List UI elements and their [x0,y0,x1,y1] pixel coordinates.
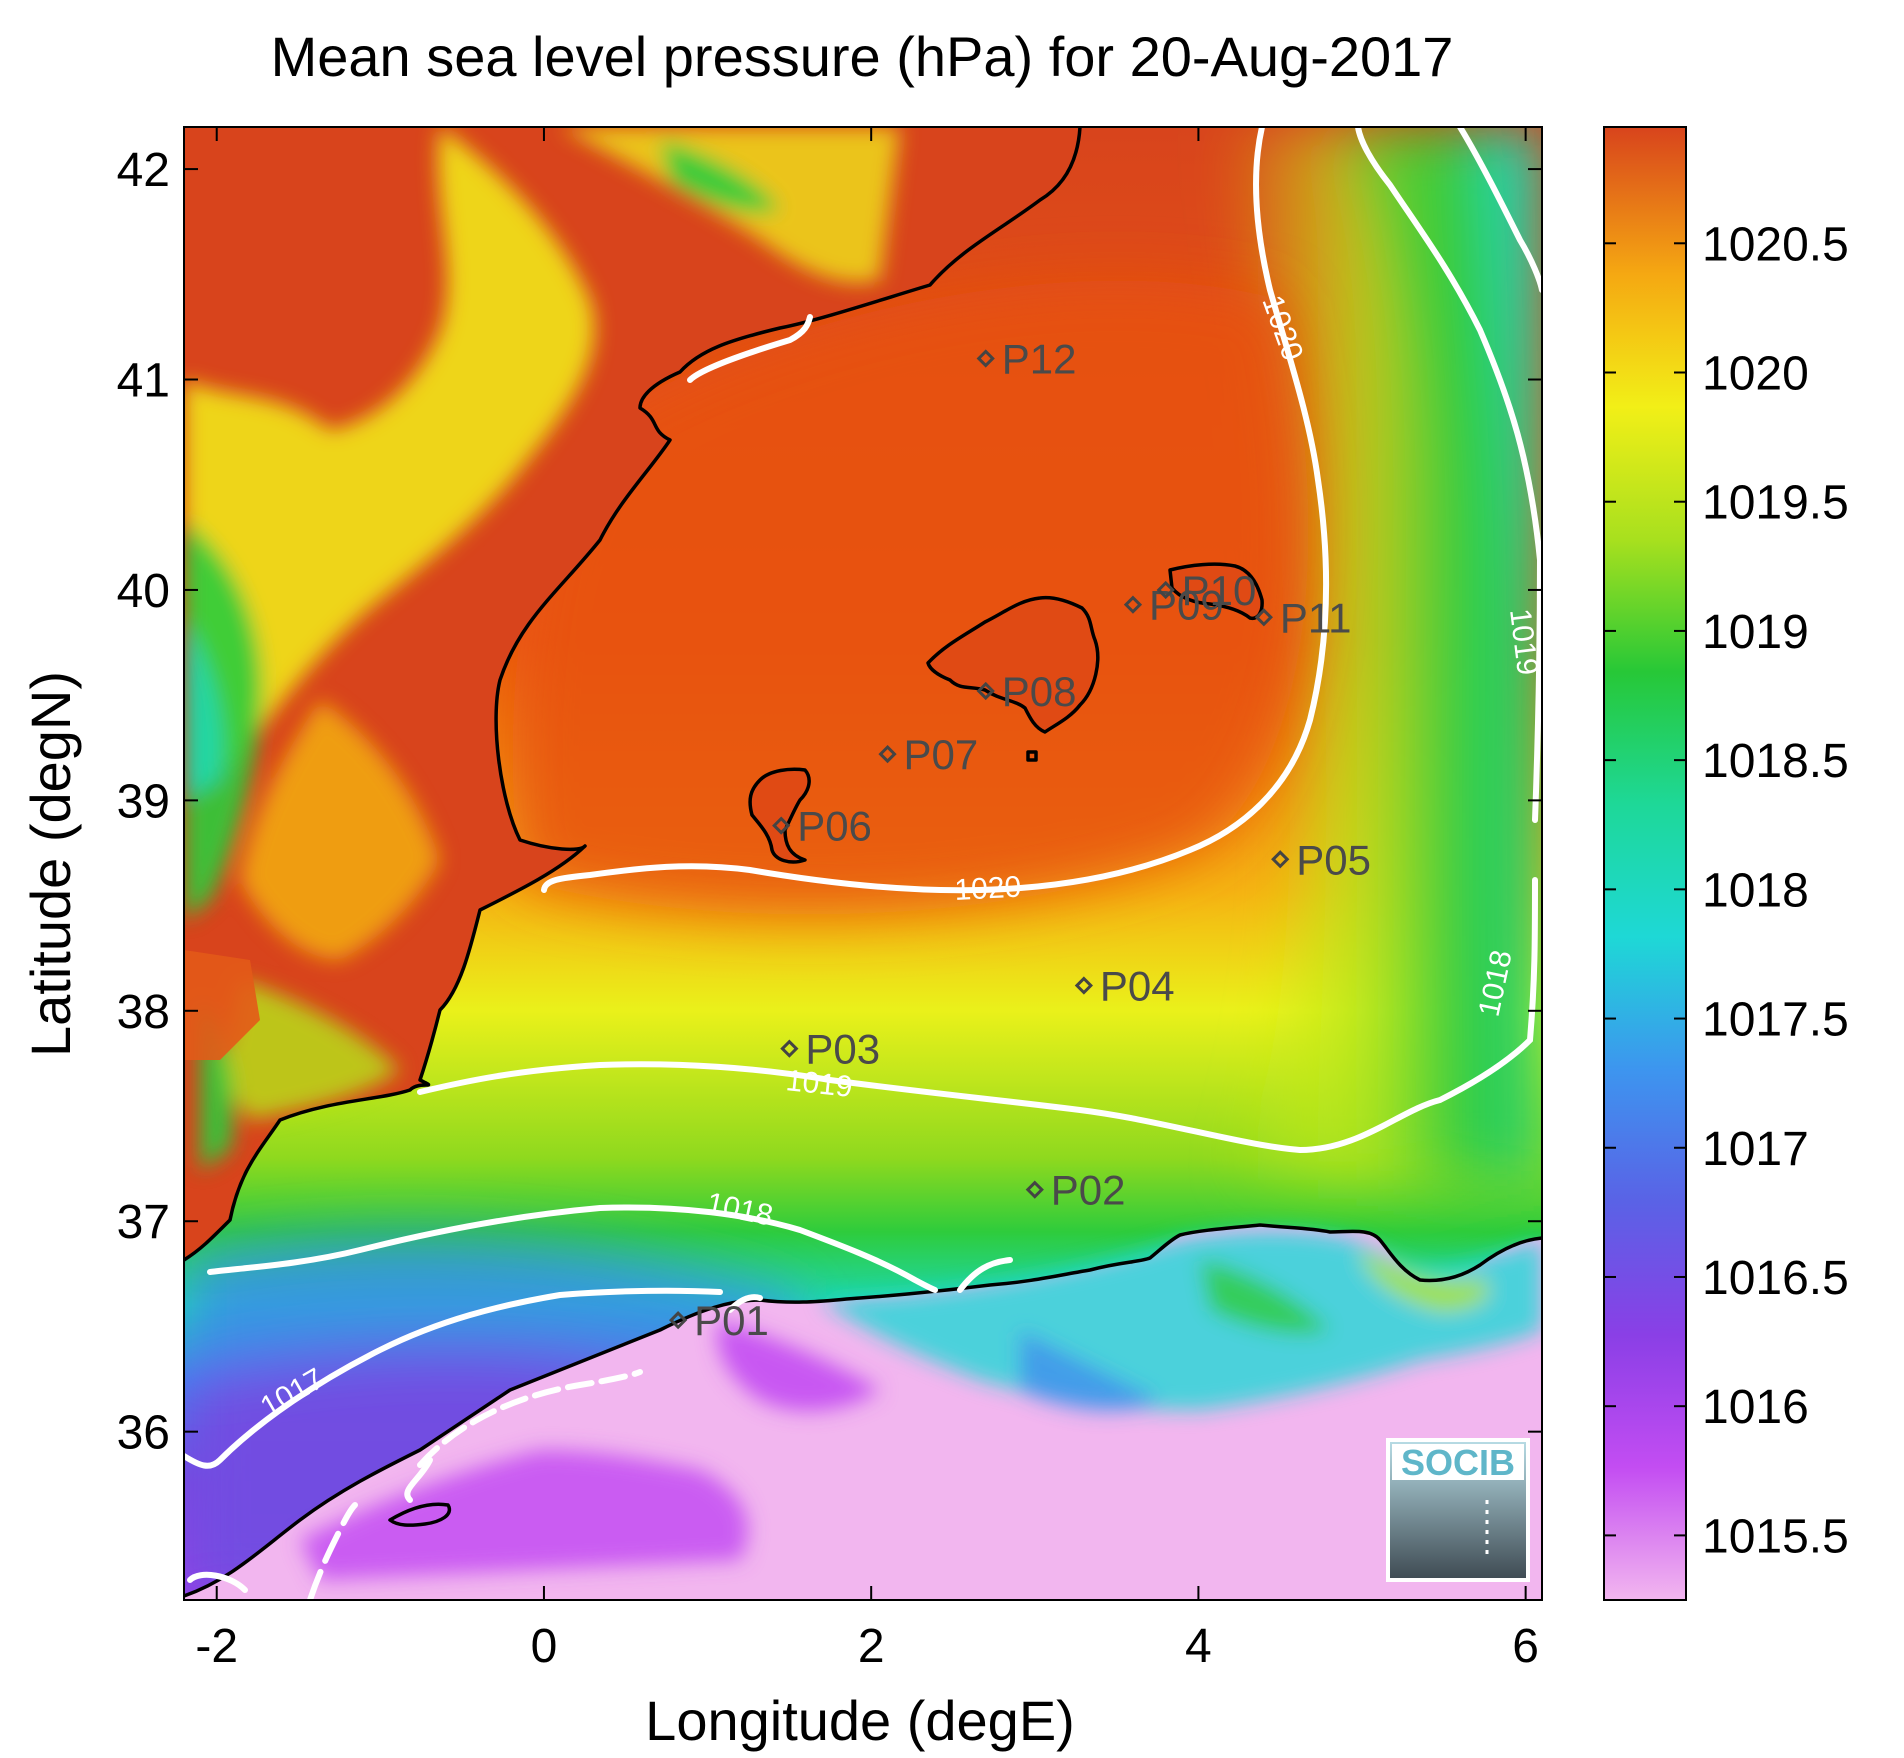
isobar-1019-east [1355,127,1542,823]
colorbar-tick-label: 1017.5 [1702,994,1849,1047]
colorbar: 1015.5 1016 1016.5 1017 1017.5 1018 1018.5 1019… [1603,126,1849,1601]
colorbar-tick-label: 1015.5 [1702,1510,1849,1563]
station-marker [1271,850,1290,869]
station-marker [1123,595,1143,614]
isobar-1017-d [404,1457,433,1503]
plot-frame [183,126,1543,1601]
y-tick-label: 36 [117,1407,170,1460]
chart-title: Mean sea level pressure (hPa) for 20-Aug… [271,25,1454,88]
x-tick-label: 4 [1185,1620,1212,1673]
colorbar-gradient [1603,126,1687,1601]
station-marker [878,744,897,764]
station-marker [772,816,791,835]
socib-logo-text: SOCIB [1401,1442,1515,1483]
y-tick-label: 38 [117,986,170,1039]
isobar-1018 [207,1204,938,1293]
colorbar-tick-label: 1016.5 [1702,1252,1849,1305]
isobar-1017-c [417,1369,643,1468]
station-p04: P04 [1074,963,1175,1010]
isobar-1017-b [727,1294,763,1313]
station-p07: P07 [878,731,979,778]
contour-label-1020: 1020 [954,871,1022,907]
coastlines [184,127,1542,1598]
station-label: P08 [1002,668,1077,715]
station-p08: P08 [976,668,1077,715]
contour-label-1019: 1019 [784,1064,854,1104]
station-p10: P10 [1156,567,1257,614]
station-label: P05 [1296,836,1371,883]
station-p03: P03 [780,1026,880,1073]
station-p05: P05 [1271,836,1371,883]
station-p01: P01 [668,1297,769,1344]
x-tick-label: 2 [858,1620,885,1673]
x-axis-label: Longitude (degE) [645,1689,1075,1752]
africa-land [184,1225,1542,1600]
menorca-island [1170,564,1263,619]
station-marker [976,681,995,701]
station-label: P04 [1100,963,1175,1010]
colorbar-tick-label: 1020 [1702,348,1809,401]
y-axis-label: Latitude (degN) [19,671,82,1057]
station-marker [1254,608,1273,627]
isobar-1020-north [687,314,813,383]
station-marker [1156,580,1175,600]
y-tick-label: 40 [117,565,170,618]
y-axis: 36 37 38 39 40 41 42 [117,144,1542,1460]
x-tick-label: -2 [195,1620,238,1673]
isobar-1016 [307,1502,358,1600]
station-label: P12 [1002,335,1077,382]
station-label: P03 [805,1026,880,1073]
station-label: P10 [1182,567,1257,614]
x-axis: -2 0 2 4 6 [195,127,1539,1673]
isobar-1018-b [957,1257,1013,1293]
station-label: P09 [1149,582,1224,629]
colorbar-tick-label: 1020.5 [1702,218,1849,271]
isobars [184,127,1542,1600]
y-tick-label: 41 [117,355,170,408]
station-p12: P12 [976,335,1077,382]
x-tick-label: 6 [1512,1620,1539,1673]
station-marker [1025,1180,1044,1199]
iberia-land [184,127,1080,1260]
y-tick-label: 42 [117,144,170,197]
station-label: P01 [694,1297,769,1344]
station-marker [1074,976,1094,995]
station-label: P11 [1280,594,1352,641]
station-marker [668,1311,688,1330]
colorbar-ticks: 1015.5 1016 1016.5 1017 1017.5 1018 1018.5 1019… [1604,218,1849,1563]
isobar-1017 [184,1287,723,1469]
station-p09: P09 [1123,582,1224,629]
map-area: 1020 1020 1019 1019 1018 1018 1017 P01P0… [184,127,1542,1600]
colorbar-tick-label: 1019 [1702,606,1809,659]
colorbar-tick-label: 1018.5 [1702,735,1849,788]
station-p02: P02 [1025,1167,1126,1214]
isobar-1016-b [187,1571,248,1593]
colorbar-tick-label: 1016 [1702,1381,1809,1434]
station-p06: P06 [772,803,872,850]
station-marker [976,349,995,368]
station-label: P07 [904,731,979,778]
ibiza-island [750,769,810,862]
station-label: P02 [1051,1167,1126,1214]
station-marker [780,1039,799,1058]
isobar-1019 [417,877,1538,1154]
colorbar-tick-label: 1018 [1702,864,1809,917]
socib-logo: SOCIB [1386,1438,1530,1582]
y-tick-label: 37 [117,1196,170,1249]
colorbar-tick-label: 1019.5 [1702,477,1849,530]
x-tick-label: 0 [531,1620,558,1673]
isobar-1018-east [1457,127,1542,293]
colorbar-tick-label: 1017 [1702,1123,1809,1176]
station-label: P06 [797,803,872,850]
isobar-1020 [541,127,1330,894]
station-p11: P11 [1254,594,1352,641]
y-tick-label: 39 [117,775,170,828]
